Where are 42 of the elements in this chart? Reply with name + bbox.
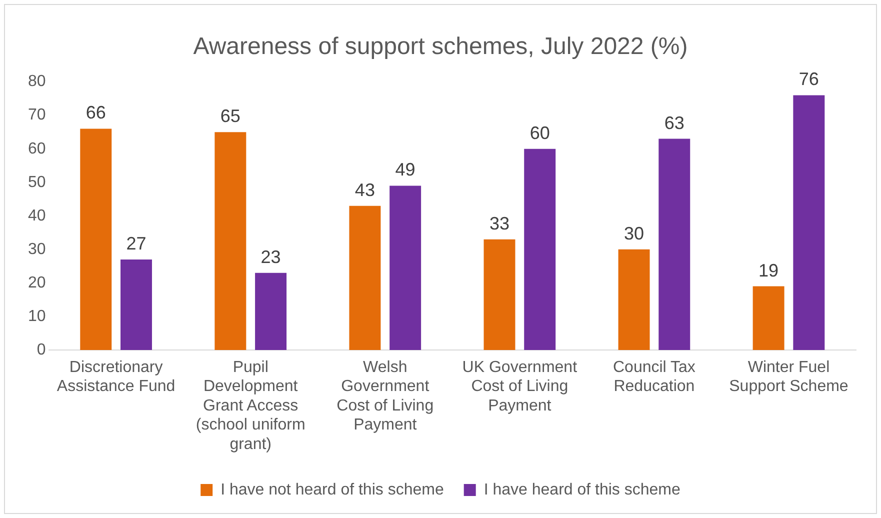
x-tick-label: Winter Fuel Support Scheme [729,359,848,396]
data-label: 27 [126,233,146,254]
bar [80,128,112,350]
y-tick-label: 40 [28,207,46,224]
y-tick-label: 30 [28,240,46,258]
bar [390,186,422,350]
bar [214,132,246,350]
bar [658,138,690,350]
data-label: 76 [798,69,819,90]
x-tick-label: UK Government Cost of Living Payment [462,359,578,414]
data-label: 19 [758,260,779,280]
data-label: 60 [530,122,550,143]
bar [484,239,516,350]
y-tick-label: 80 [28,73,46,90]
legend-label: I have not heard of this scheme [220,481,444,498]
bar [524,148,556,350]
data-label: 30 [624,223,644,244]
bar [793,95,825,350]
data-label: 65 [220,106,240,126]
bar [618,249,650,350]
data-label: 43 [354,180,375,200]
x-tick-label: Pupil Development Grant Access (school uniform grant) [196,359,306,453]
y-tick-label: 20 [28,274,46,292]
data-label: 63 [664,112,684,133]
x-tick-label: Council Tax Reducation [612,359,696,396]
legend-label: I have heard of this scheme [484,481,680,498]
data-label: 33 [489,213,510,234]
y-tick-label: 50 [28,174,46,191]
bar [349,206,381,350]
y-tick-label: 60 [28,140,46,158]
data-label: 49 [395,160,416,180]
y-tick-label: 0 [36,341,46,358]
bar [752,286,784,350]
x-tick-label: Welsh Government Cost of Living Payment [336,359,434,434]
chart-title: Awareness of support schemes, July 2022 (%) [193,33,688,60]
y-tick-label: 70 [28,106,46,124]
bar [120,259,152,350]
x-tick-label: Discretionary Assistance Fund [56,359,176,396]
bar [255,272,287,350]
data-label: 66 [86,102,106,123]
y-tick-label: 10 [28,308,46,325]
data-label: 23 [260,246,281,267]
